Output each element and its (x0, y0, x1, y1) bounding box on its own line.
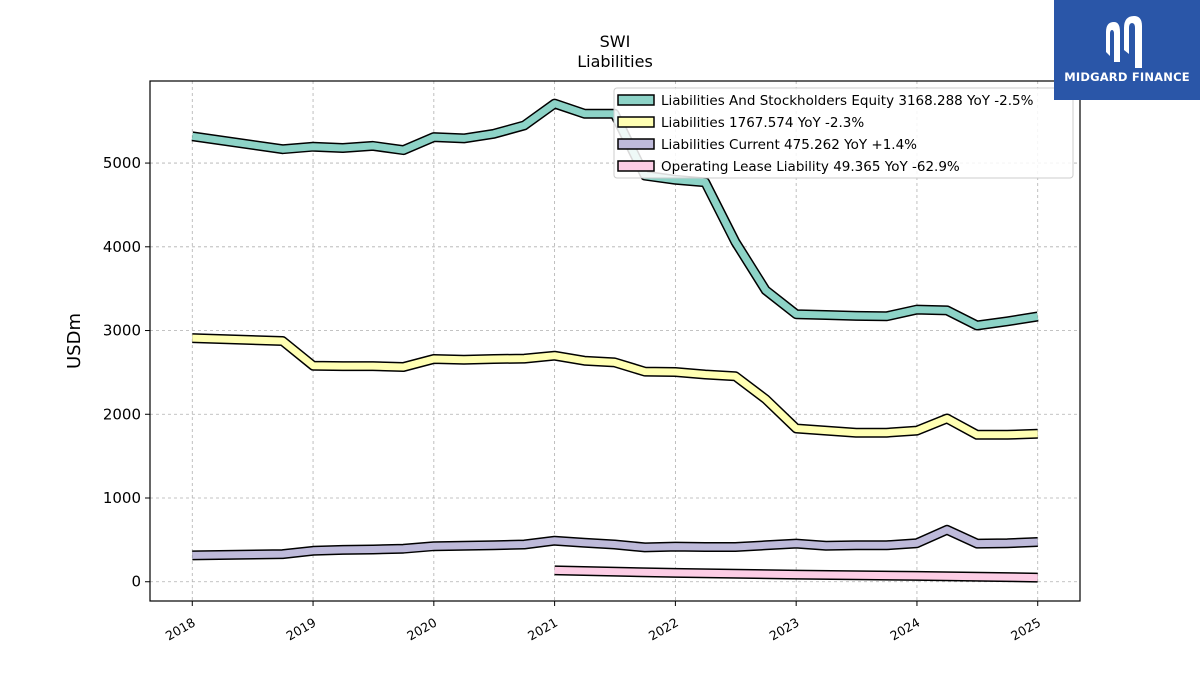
legend-swatch (617, 116, 655, 128)
series-line (554, 566, 1038, 582)
series-line-outline (192, 333, 1038, 440)
y-tick-label: 5000 (103, 154, 141, 172)
legend-label: Liabilities 1767.574 YoY -2.3% (661, 115, 864, 131)
y-tick-label: 4000 (103, 238, 141, 256)
legend-swatch (617, 160, 655, 172)
y-tick-label: 3000 (103, 322, 141, 340)
legend-label: Liabilities Current 475.262 YoY +1.4% (661, 137, 917, 153)
legend-label: Liabilities And Stockholders Equity 3168… (661, 93, 1034, 109)
legend: Liabilities And Stockholders Equity 3168… (613, 87, 1074, 179)
plot-frame (149, 80, 1081, 602)
x-tick-label: 2020 (404, 615, 439, 644)
y-axis-label: USDm (64, 313, 85, 369)
logo-text: MIDGARD FINANCE (1064, 70, 1190, 84)
y-tick-label: 2000 (103, 405, 141, 423)
legend-swatch (617, 138, 655, 150)
legend-swatch (617, 94, 655, 106)
x-axis-ticks: 2018 2019 2020 2021 2022 2023 2024 2025 (163, 601, 1043, 644)
x-tick-label: 2021 (525, 615, 560, 644)
x-tick-label: 2018 (163, 615, 198, 644)
legend-box (613, 87, 1074, 179)
x-tick-label: 2019 (284, 615, 319, 644)
brand-logo: MIDGARD FINANCE (1054, 0, 1200, 100)
series-line (192, 334, 1038, 439)
x-tick-label: 2025 (1008, 615, 1043, 644)
chart-title: SWI (600, 32, 631, 51)
series-line (192, 526, 1038, 559)
legend-label: Operating Lease Liability 49.365 YoY -62… (661, 159, 960, 175)
x-tick-label: 2024 (887, 615, 922, 644)
x-tick-label: 2022 (646, 615, 681, 644)
series-operating-lease-liability (554, 565, 1038, 583)
midgard-logo-icon (1106, 16, 1142, 68)
chart-subtitle: Liabilities (577, 52, 653, 71)
y-tick-label: 0 (131, 573, 141, 591)
x-tick-label: 2023 (767, 615, 802, 644)
y-axis-ticks: 0 1000 2000 3000 4000 5000 (103, 154, 150, 591)
y-tick-label: 1000 (103, 489, 141, 507)
series-liabilities-current (192, 524, 1038, 561)
series-liabilities (192, 333, 1038, 440)
